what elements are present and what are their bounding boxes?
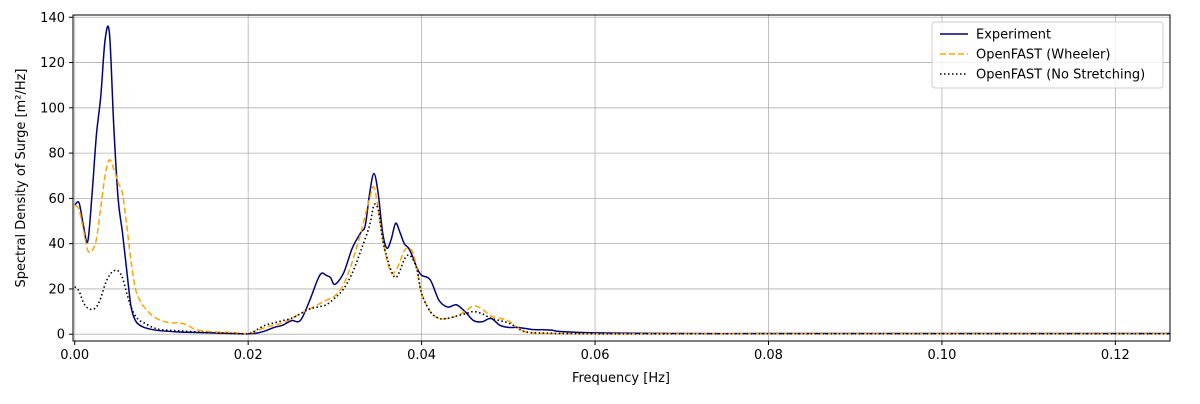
x-tick-label: 0.06 [581, 348, 610, 363]
grid [73, 15, 1170, 341]
series-group [74, 25, 1170, 335]
y-axis-label: Spectral Density of Surge [m²/Hz] [14, 68, 29, 287]
series-line-openfast-wheeler [74, 159, 1170, 335]
y-tick-label: 40 [48, 237, 65, 252]
x-tick-label: 0.12 [1101, 348, 1130, 363]
y-tick-label: 0 [57, 328, 65, 343]
y-tick-label: 100 [40, 101, 65, 116]
x-tick-label: 0.08 [754, 348, 783, 363]
series-line-experiment [74, 25, 1170, 335]
legend-label: Experiment [976, 28, 1051, 43]
legend: Experiment OpenFAST (Wheeler) OpenFAST (No… [931, 21, 1164, 89]
ticks: 0.00 0.02 0.04 0.06 0.08 0.10 0.12 0 20 40 60 80 100… [40, 11, 1130, 363]
y-tick-label: 20 [48, 282, 65, 297]
x-tick-label: 0.04 [407, 348, 436, 363]
y-tick-label: 120 [40, 56, 65, 71]
x-tick-label: 0.02 [234, 348, 263, 363]
legend-label: OpenFAST (No Stretching) [976, 68, 1145, 83]
plot-frame [72, 14, 1171, 342]
y-tick-label: 60 [48, 192, 65, 207]
legend-label: OpenFAST (Wheeler) [976, 48, 1110, 63]
series-line-openfast-no-stretching [74, 203, 1170, 335]
x-tick-label: 0.00 [60, 348, 89, 363]
x-tick-label: 0.10 [927, 348, 956, 363]
y-tick-label: 140 [40, 11, 65, 26]
x-axis-label: Frequency [Hz] [572, 371, 670, 386]
y-tick-label: 80 [48, 147, 65, 162]
legend-box [931, 21, 1164, 89]
